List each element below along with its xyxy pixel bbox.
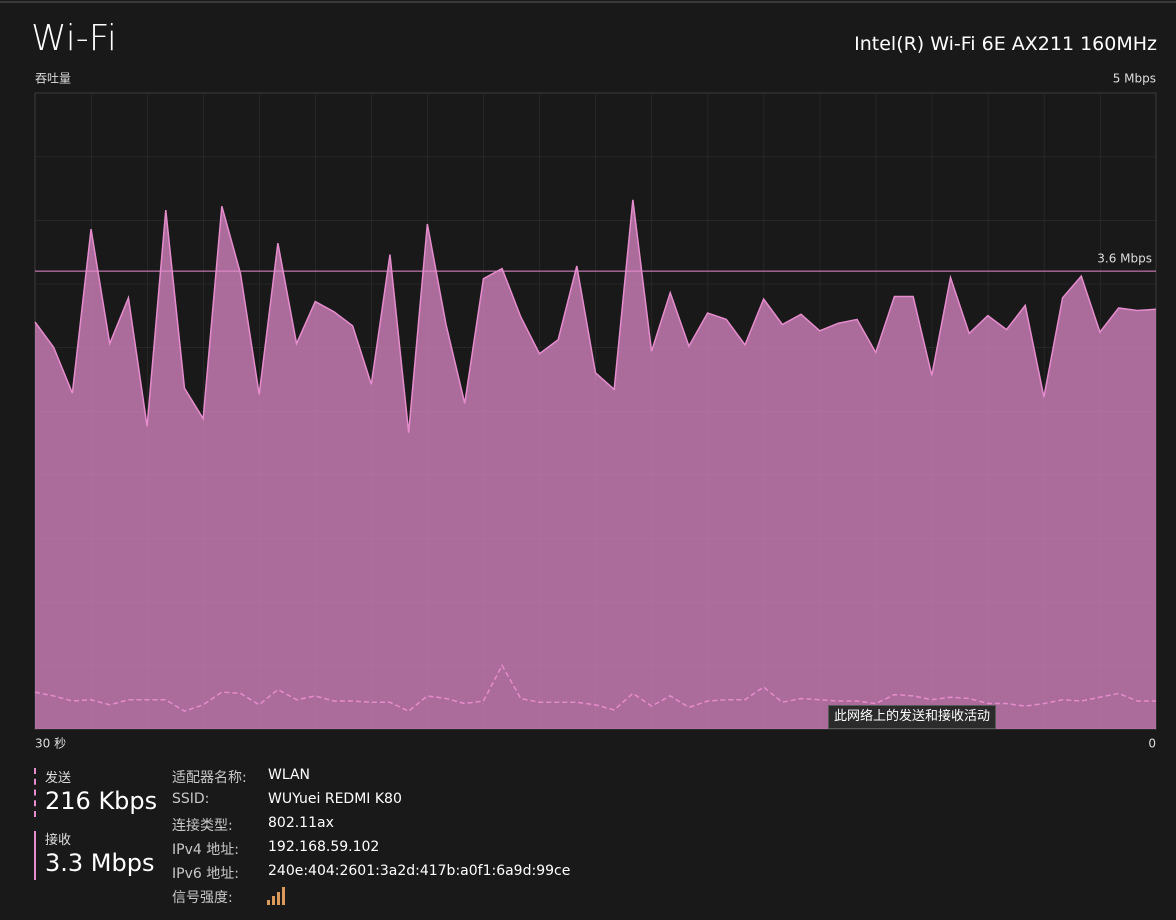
receive-label: 接收: [45, 833, 72, 848]
detail-value: 802.11ax: [268, 815, 334, 831]
detail-key: 连接类型:: [172, 818, 233, 834]
detail-value: 192.168.59.102: [268, 839, 380, 855]
area-fill: [35, 199, 1156, 729]
y-tick-label: 5 Mbps: [1113, 72, 1156, 86]
x-tick-label: 30 秒: [35, 737, 66, 751]
top-border: [0, 1, 1176, 3]
detail-value: WLAN: [268, 767, 311, 783]
detail-key: SSID:: [172, 791, 210, 807]
detail-value: WUYuei REDMI K80: [268, 791, 402, 807]
send-label: 发送: [45, 771, 72, 786]
y-axis-label: 吞吐量: [35, 72, 71, 86]
reference-label: 3.6 Mbps: [1097, 252, 1152, 266]
x-tick-label: 0: [1148, 737, 1156, 751]
detail-key: IPv4 地址:: [172, 842, 239, 858]
detail-key: IPv6 地址:: [172, 866, 239, 882]
throughput-chart: 吞吐量 5 Mbps 30 秒 0 3.6 Mbps: [34, 72, 1157, 751]
detail-key: 适配器名称:: [172, 770, 247, 786]
detail-value: 240e:404:2601:3a2d:417b:a0f1:6a9d:99ce: [268, 863, 571, 879]
send-line: [34, 663, 1156, 713]
page-title: Wi-Fi: [31, 18, 117, 59]
signal-icon: [267, 887, 285, 905]
receive-line: [34, 199, 1157, 433]
receive-indicator: [34, 831, 36, 880]
send-indicator: [34, 768, 36, 817]
receive-value: 3.3 Mbps: [45, 849, 155, 877]
send-value: 216 Kbps: [45, 787, 158, 815]
tooltip: 此网络上的发送和接收活动: [828, 705, 997, 729]
adapter-name: Intel(R) Wi-Fi 6E AX211 160MHz: [854, 33, 1157, 55]
detail-key: 信号强度:: [172, 890, 233, 906]
